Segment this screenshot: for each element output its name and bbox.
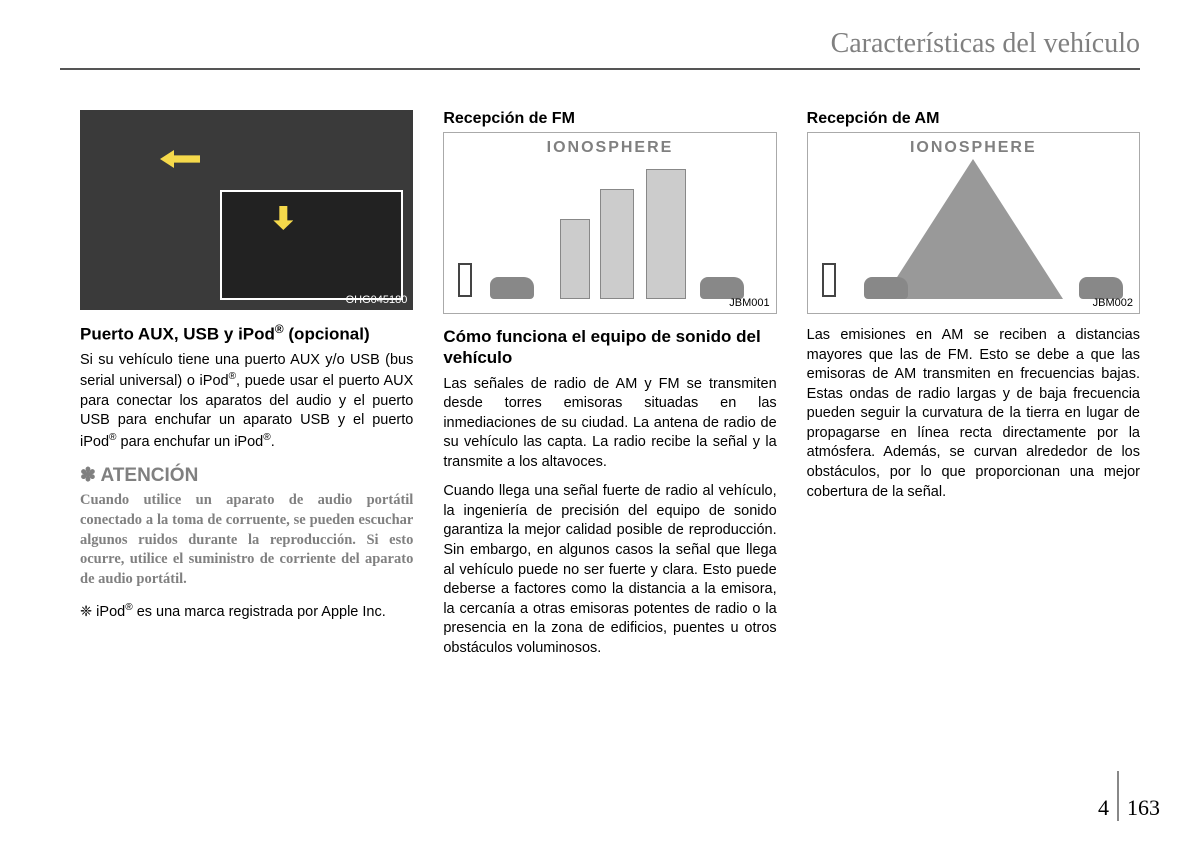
header-rule (60, 68, 1140, 70)
car-icon (1079, 277, 1123, 299)
am-sketch (814, 153, 1133, 307)
ipod-footnote: ❈ iPod® es una marca registrada por Appl… (80, 601, 413, 622)
building-icon (646, 169, 686, 299)
building-icon (560, 219, 590, 299)
radio-tower-icon (454, 257, 472, 297)
figure-aux-photo: OHG045180 (80, 110, 413, 310)
page-number: 163 (1127, 795, 1160, 821)
fm-sketch (450, 153, 769, 307)
sound-body-1: Las señales de radio de AM y FM se trans… (443, 375, 776, 473)
figure-code: JBM001 (729, 297, 769, 309)
mountain-icon (883, 159, 1063, 299)
aux-subtitle: Puerto AUX, USB y iPod® (opcional) (80, 322, 413, 345)
section-title: Características del vehículo (831, 28, 1140, 60)
figure-code: JBM002 (1093, 297, 1133, 309)
am-body: Las emisiones en AM se reciben a distanc… (807, 326, 1140, 502)
sound-body-2: Cuando llega una señal fuerte de radio a… (443, 482, 776, 658)
figure-am: IONOSPHERE JBM002 (807, 132, 1140, 314)
car-icon (490, 277, 534, 299)
page-footer: 4 163 (1098, 771, 1160, 821)
figure-code: OHG045180 (346, 294, 408, 306)
atencion-heading: ✽ ATENCIÓN (80, 464, 413, 487)
aux-body: Si su vehículo tiene una puerto AUX y/o … (80, 351, 413, 452)
figure-fm: IONOSPHERE JBM001 (443, 132, 776, 314)
fm-fig-title: Recepción de FM (443, 110, 776, 128)
building-icon (600, 189, 634, 299)
column-2: Recepción de FM IONOSPHERE JBM001 Cómo f… (443, 110, 776, 668)
atencion-body: Cuando utilice un aparato de audio portá… (80, 491, 413, 589)
column-1: OHG045180 Puerto AUX, USB y iPod® (opcio… (80, 110, 413, 668)
radio-tower-icon (818, 257, 836, 297)
content-columns: OHG045180 Puerto AUX, USB y iPod® (opcio… (80, 110, 1140, 668)
am-fig-title: Recepción de AM (807, 110, 1140, 128)
column-3: Recepción de AM IONOSPHERE JBM002 Las em… (807, 110, 1140, 668)
chapter-number: 4 (1098, 795, 1109, 821)
inset-photo (220, 190, 403, 300)
sound-subtitle: Cómo funciona el equipo de sonido del ve… (443, 326, 776, 369)
car-icon (864, 277, 908, 299)
page-separator (1117, 771, 1119, 821)
arrow-icon (160, 150, 200, 168)
car-icon (700, 277, 744, 299)
